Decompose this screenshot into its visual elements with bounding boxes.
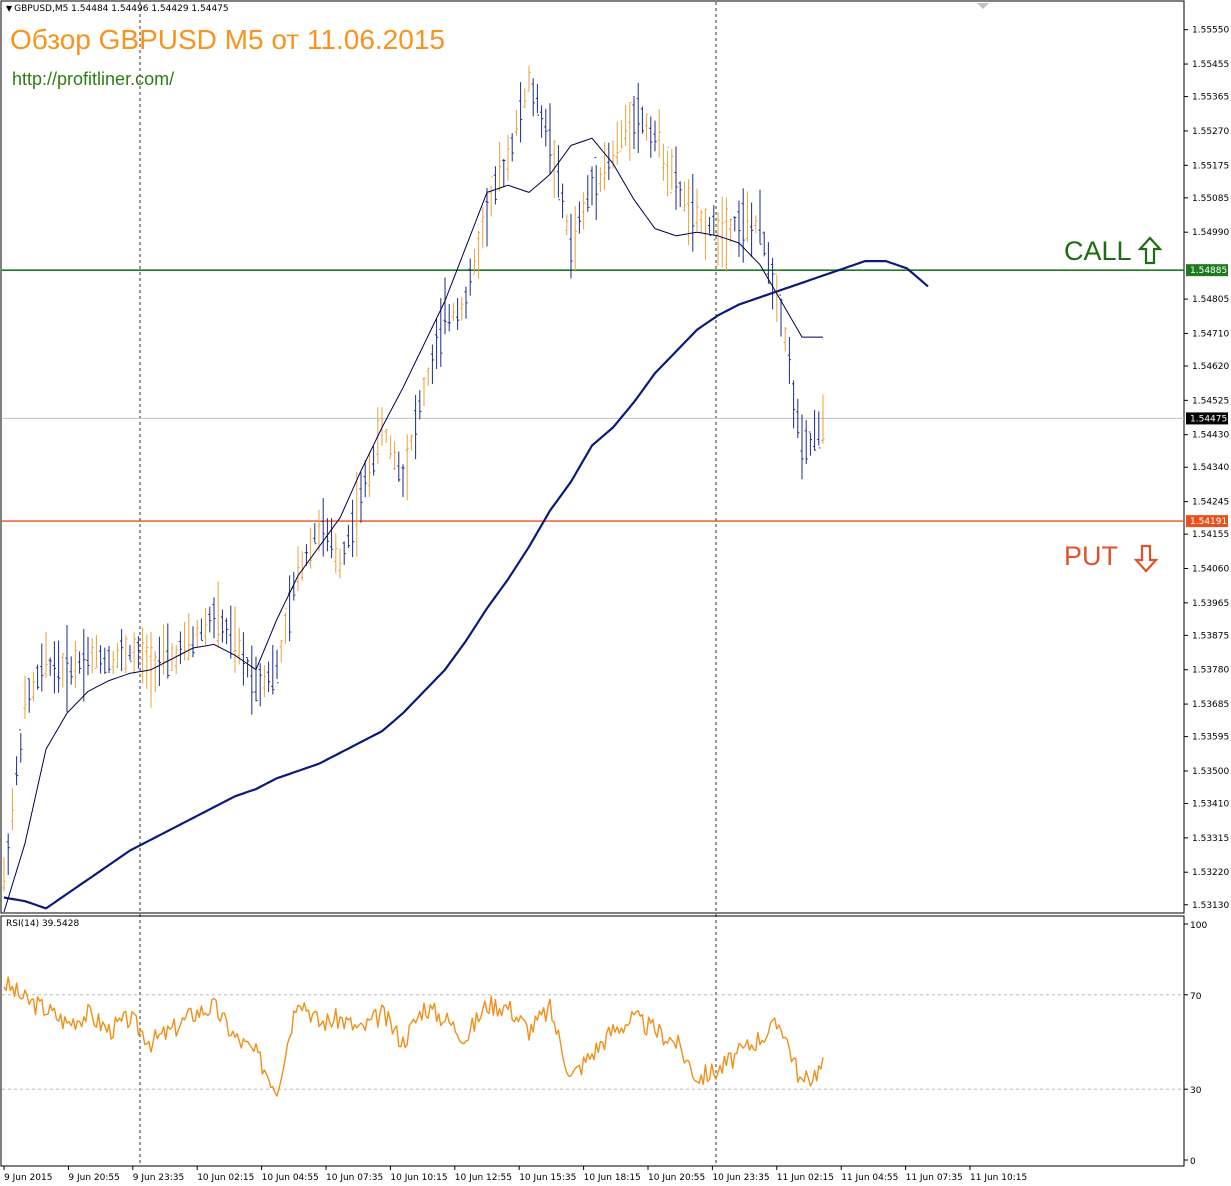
time-tick-label: 10 Jun 23:35 [712,1173,769,1183]
time-tick-label: 11 Jun 02:15 [777,1173,834,1183]
rsi-layer [2,976,1184,1097]
time-tick-label: 10 Jun 18:15 [584,1173,641,1183]
call-price-tag [1186,264,1228,277]
price-tick-label: 1.53500 [1192,767,1229,777]
rsi-tick-label: 30 [1190,1086,1202,1096]
price-tick-label: 1.55550 [1192,26,1229,36]
current-price-tag-label: 1.54475 [1190,414,1227,424]
time-tick-label: 11 Jun 10:15 [970,1173,1027,1183]
price-tick-label: 1.54430 [1192,431,1229,441]
price-tick-label: 1.54340 [1192,463,1229,473]
levels-layer [2,269,1184,522]
chart-frame [0,0,1185,1167]
price-tick-label: 1.53685 [1192,700,1229,710]
price-tick-label: 1.54060 [1192,564,1229,574]
price-tick-label: 1.53595 [1192,733,1229,743]
price-tick-label: 1.55175 [1192,161,1229,171]
rsi-line [3,976,824,1097]
put-price-tag-label: 1.54191 [1190,517,1227,527]
time-tick-label: 10 Jun 02:15 [197,1173,254,1183]
triangle-down-icon[interactable] [977,3,989,9]
arrow-down-outline-icon [1134,544,1158,573]
time-tick-label: 9 Jun 2015 [4,1173,52,1183]
time-tick-label: 10 Jun 07:35 [326,1173,383,1183]
time-axis: 9 Jun 2015 9 Jun 20:55 9 Jun 23:35 10 Jun 0… [3,1166,1027,1183]
time-tick-label: 10 Jun 12:55 [455,1173,512,1183]
time-tick-label: 9 Jun 23:35 [133,1173,184,1183]
rsi-tick-label: 0 [1190,1157,1196,1167]
price-tick-label: 1.55085 [1192,194,1229,204]
price-tick-label: 1.55365 [1192,93,1229,103]
rsi-panel-border [0,915,1185,1167]
time-tick-label: 11 Jun 07:35 [906,1173,963,1183]
price-tick-label: 1.54805 [1192,295,1229,305]
put-price-tag [1186,515,1228,528]
price-tick-label: 1.54620 [1192,362,1229,372]
time-tick-label: 10 Jun 10:15 [390,1173,447,1183]
price-tick-label: 1.54990 [1192,228,1229,238]
symbol-info-text: GBPUSD,M5 1.54484 1.54496 1.54429 1.5447… [14,4,229,14]
ma-fast-line [3,137,823,913]
call-price-tag-label: 1.54885 [1190,266,1227,276]
rsi-axis: 100 70 30 0 [1184,921,1207,1167]
price-tick-label: 1.54710 [1192,329,1229,339]
call-label: CALL [1064,236,1162,267]
rsi-label: RSI(14) 39.5428 [6,919,80,929]
chart-title: Обзор GBPUSD M5 от 11.06.2015 [10,24,445,55]
price-tick-label: 1.55270 [1192,127,1229,137]
rsi-tick-label: 100 [1190,921,1207,931]
time-tick-label: 10 Jun 04:55 [262,1173,319,1183]
price-tick-label: 1.53875 [1192,631,1229,641]
lines-layer [3,137,929,913]
time-tick-label: 10 Jun 20:55 [648,1173,705,1183]
price-tick-label: 1.53315 [1192,834,1229,844]
arrow-up-outline-icon [1138,236,1162,265]
current-price-tag [1186,412,1228,425]
time-tick-label: 9 Jun 20:55 [68,1173,119,1183]
price-tick-label: 1.53965 [1192,599,1229,609]
price-tick-label: 1.54525 [1192,396,1229,406]
price-axis: 1.55550 1.55455 1.55365 1.55270 1.55175 1.550… [1184,26,1229,911]
call-text: CALL [1064,236,1132,266]
price-tick-label: 1.53130 [1192,901,1229,911]
candles-layer [2,65,825,892]
site-url: http://profitliner.com/ [12,69,175,89]
price-tick-label: 1.54155 [1192,530,1229,540]
caret-down-icon[interactable]: ▼ [6,4,13,13]
price-tick-label: 1.53220 [1192,868,1229,878]
price-tick-label: 1.53410 [1192,800,1229,810]
price-panel-border [0,0,1185,914]
symbol-info: ▼ GBPUSD,M5 1.54484 1.54496 1.54429 1.544… [6,4,229,14]
put-label: PUT [1064,541,1158,573]
price-tick-label: 1.55455 [1192,60,1229,70]
rsi-tick-label: 70 [1190,992,1202,1002]
time-tick-label: 11 Jun 04:55 [841,1173,898,1183]
price-tick-label: 1.54245 [1192,498,1229,508]
time-tick-label: 10 Jun 15:35 [519,1173,576,1183]
put-text: PUT [1064,541,1118,571]
price-tick-label: 1.53780 [1192,666,1229,676]
ma-slow-line [3,260,929,910]
